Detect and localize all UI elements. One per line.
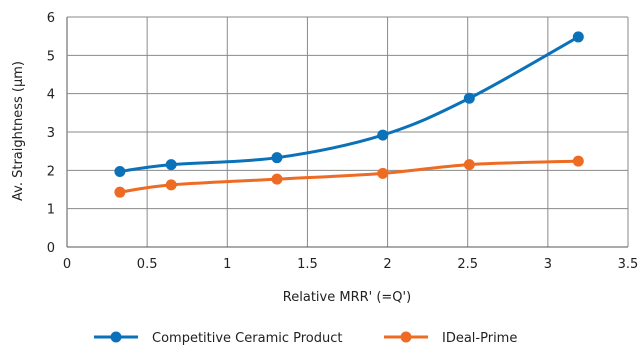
y-tick-label: 0 <box>47 241 55 256</box>
x-axis-title: Relative MRR' (=Q') <box>283 290 411 305</box>
legend: Competitive Ceramic Product IDeal-Prime <box>94 331 517 346</box>
y-tick-label: 1 <box>47 203 55 218</box>
y-tick-label: 3 <box>47 126 55 141</box>
grid-lines <box>66 16 629 248</box>
y-axis-title: Av. Straightness (µm) <box>11 61 26 201</box>
y-tick-label: 6 <box>47 11 55 26</box>
x-tick-label: 3.5 <box>618 257 639 272</box>
x-axis-ticks: 0 0.5 1 1.5 2 2.5 3 3.5 <box>63 257 638 272</box>
data-point <box>572 155 584 167</box>
series-layer <box>114 31 584 198</box>
data-point <box>165 179 177 191</box>
x-tick-label: 0.5 <box>137 257 158 272</box>
data-point <box>377 129 389 141</box>
data-point <box>114 165 126 177</box>
legend-swatch-marker <box>110 331 122 343</box>
x-tick-label: 2.5 <box>457 257 478 272</box>
x-tick-label: 1 <box>223 257 231 272</box>
series-line <box>119 159 579 194</box>
legend-label: Competitive Ceramic Product <box>152 331 343 346</box>
y-tick-label: 2 <box>47 164 55 179</box>
x-tick-label: 0 <box>63 257 71 272</box>
series-line <box>119 35 580 173</box>
series-1 <box>114 31 584 177</box>
x-tick-label: 1.5 <box>297 257 318 272</box>
y-tick-label: 5 <box>47 49 55 64</box>
data-point <box>463 159 475 171</box>
legend-label: IDeal-Prime <box>442 331 517 346</box>
data-point <box>377 167 389 179</box>
legend-item-2: IDeal-Prime <box>384 331 517 346</box>
x-tick-label: 2 <box>383 257 391 272</box>
data-point <box>114 186 126 198</box>
data-point <box>271 152 283 164</box>
data-point <box>572 31 584 43</box>
y-tick-label: 4 <box>47 88 55 103</box>
data-point <box>463 92 475 104</box>
x-tick-label: 3 <box>544 257 552 272</box>
data-point <box>165 159 177 171</box>
legend-item-1: Competitive Ceramic Product <box>94 331 343 346</box>
data-point <box>271 173 283 185</box>
series-2 <box>114 155 584 198</box>
y-axis-ticks: 0 1 2 3 4 5 6 <box>47 11 55 256</box>
legend-swatch-marker <box>400 331 412 343</box>
